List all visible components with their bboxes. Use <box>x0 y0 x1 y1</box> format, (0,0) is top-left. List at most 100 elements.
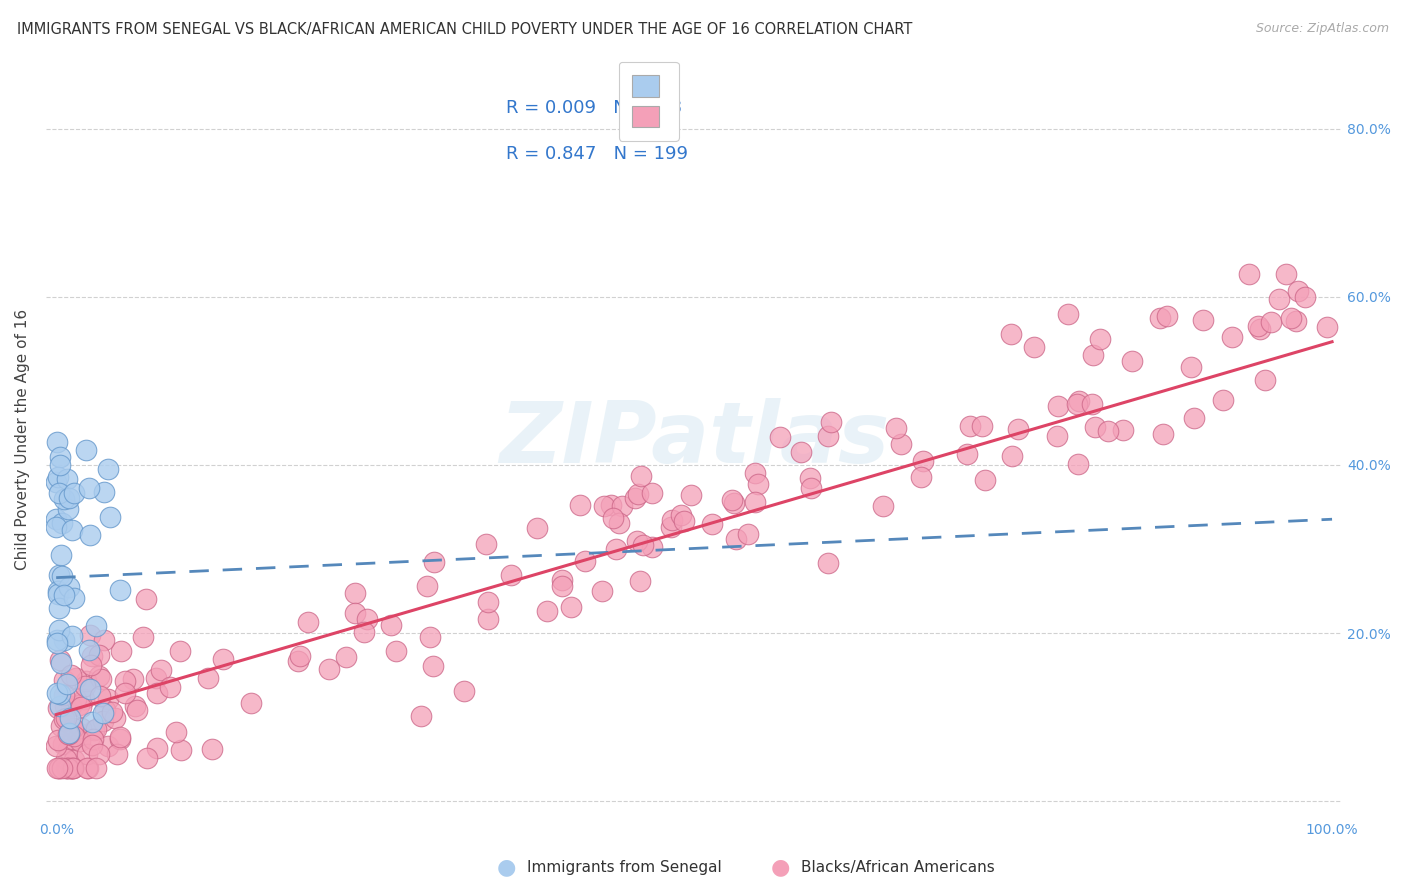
Point <box>45 475 67 489</box>
Text: Source: ZipAtlas.com: Source: ZipAtlas.com <box>1256 22 1389 36</box>
Point <box>93 484 115 499</box>
Point <box>419 630 441 644</box>
Point <box>1090 332 1112 346</box>
Point <box>145 686 167 700</box>
Point <box>56 742 79 756</box>
Point <box>1279 310 1302 325</box>
Point <box>77 643 100 657</box>
Point <box>477 595 499 609</box>
Point <box>135 592 157 607</box>
Point <box>769 430 792 444</box>
Point <box>911 454 934 468</box>
Point <box>48 568 70 582</box>
Point <box>318 663 340 677</box>
Point <box>93 633 115 648</box>
Point <box>1046 399 1069 413</box>
Point <box>104 711 127 725</box>
Point <box>48 486 70 500</box>
Point <box>58 760 80 774</box>
Point <box>550 579 572 593</box>
Point <box>67 698 90 712</box>
Point <box>60 760 83 774</box>
Point <box>60 760 83 774</box>
Point <box>62 721 84 735</box>
Point <box>884 420 907 434</box>
Point <box>384 644 406 658</box>
Point <box>69 721 91 735</box>
Point <box>84 723 107 737</box>
Point <box>1249 322 1271 336</box>
Point <box>423 555 446 569</box>
Point <box>1260 315 1282 329</box>
Point <box>52 712 75 726</box>
Point <box>110 582 132 597</box>
Point <box>170 743 193 757</box>
Point <box>65 671 87 685</box>
Point <box>477 612 499 626</box>
Point <box>76 760 98 774</box>
Point <box>149 663 172 677</box>
Point <box>551 573 574 587</box>
Point <box>82 649 104 664</box>
Point <box>201 742 224 756</box>
Point <box>86 760 108 774</box>
Point <box>526 521 548 535</box>
Legend: , : , <box>619 62 679 141</box>
Point <box>55 711 77 725</box>
Point <box>475 537 498 551</box>
Point <box>75 442 97 457</box>
Point <box>79 628 101 642</box>
Point <box>1212 392 1234 407</box>
Point <box>499 568 522 582</box>
Point <box>1067 393 1090 408</box>
Point <box>1084 419 1107 434</box>
Point <box>52 633 75 648</box>
Point <box>1284 313 1306 327</box>
Point <box>356 612 378 626</box>
Point <box>51 516 73 531</box>
Point <box>105 747 128 761</box>
Point <box>84 619 107 633</box>
Point <box>48 698 70 713</box>
Point <box>89 648 111 663</box>
Point <box>297 615 319 629</box>
Point <box>98 509 121 524</box>
Point <box>872 499 894 513</box>
Text: R = 0.009   N =  48: R = 0.009 N = 48 <box>506 99 682 117</box>
Point <box>121 672 143 686</box>
Point <box>53 698 76 713</box>
Point <box>93 714 115 728</box>
Point <box>132 630 155 644</box>
Point <box>52 688 75 702</box>
Point <box>633 538 655 552</box>
Point <box>1000 327 1022 342</box>
Point <box>53 492 76 507</box>
Point <box>46 587 69 601</box>
Point <box>63 729 86 743</box>
Point <box>287 654 309 668</box>
Point <box>159 680 181 694</box>
Point <box>800 481 823 495</box>
Point <box>1156 309 1178 323</box>
Point <box>79 682 101 697</box>
Point <box>91 706 114 720</box>
Point <box>114 686 136 700</box>
Point <box>46 584 69 599</box>
Point <box>610 500 633 514</box>
Point <box>1081 348 1104 362</box>
Point <box>959 419 981 434</box>
Point <box>48 623 70 637</box>
Point <box>53 588 76 602</box>
Point <box>46 434 69 449</box>
Point <box>89 747 111 761</box>
Point <box>48 601 70 615</box>
Point <box>65 692 87 706</box>
Point <box>46 701 69 715</box>
Point <box>453 683 475 698</box>
Point <box>49 656 72 670</box>
Point <box>624 491 647 505</box>
Point <box>1220 330 1243 344</box>
Point <box>56 727 79 741</box>
Point <box>353 624 375 639</box>
Point <box>125 703 148 717</box>
